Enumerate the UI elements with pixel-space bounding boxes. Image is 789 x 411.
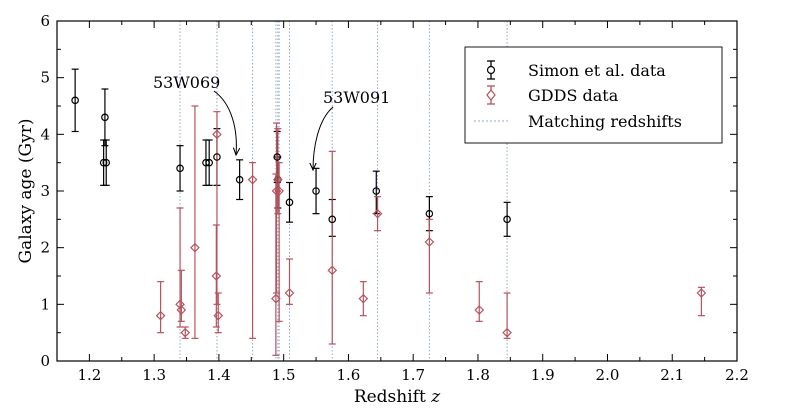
y-tick-label-2: 2 bbox=[40, 239, 50, 257]
simon-point-16 bbox=[503, 215, 511, 224]
matching-redshift-lines bbox=[179, 21, 508, 361]
gdds-errorbar-20 bbox=[697, 286, 705, 317]
gdds-point-15 bbox=[358, 293, 369, 304]
y-tick-label-5: 5 bbox=[40, 69, 50, 87]
gdds-point-19 bbox=[502, 327, 512, 338]
gdds-errorbar-7 bbox=[214, 292, 222, 334]
gdds-point-11 bbox=[272, 174, 283, 185]
gdds-point-12 bbox=[274, 186, 284, 196]
legend: Simon et al. data GDDS data Matching red… bbox=[464, 46, 723, 144]
gdds-errorbar-0 bbox=[157, 281, 165, 334]
gdds-point-3 bbox=[180, 327, 191, 338]
simon-errorbar-2 bbox=[101, 88, 109, 147]
gdds-point-18 bbox=[474, 305, 485, 315]
x-tick-label-6: 1.8 bbox=[466, 366, 490, 384]
simon-point-15 bbox=[425, 209, 434, 218]
simon-point-14 bbox=[372, 187, 381, 195]
legend-label-gdds: GDDS data bbox=[528, 86, 619, 105]
simon-errorbar-12 bbox=[312, 167, 320, 215]
gdds-errorbar-11 bbox=[274, 128, 282, 215]
gdds-point-20 bbox=[696, 288, 707, 298]
simon-point-11 bbox=[285, 198, 294, 207]
legend-circle-marker bbox=[486, 65, 496, 75]
simon-errorbar-8 bbox=[236, 159, 244, 201]
gdds-errorbar-14 bbox=[328, 150, 336, 345]
simon-point-0 bbox=[71, 96, 79, 105]
arrow-53w069 bbox=[213, 90, 236, 155]
x-tick-label-0: 1.2 bbox=[77, 366, 101, 384]
legend-item-gdds: GDDS data bbox=[486, 85, 619, 105]
annotation-53w091: 53W091 bbox=[323, 88, 390, 107]
simon-errorbar-4 bbox=[176, 145, 184, 192]
simon-point-13 bbox=[328, 215, 337, 224]
simon-errorbar-11 bbox=[285, 181, 293, 223]
x-tick-label-10: 2.2 bbox=[725, 366, 749, 384]
x-tick-label-8: 2.0 bbox=[596, 366, 620, 384]
annotations: 53W069 53W091 bbox=[153, 73, 390, 170]
x-axis-title: Redshift z bbox=[354, 387, 441, 407]
gdds-errorbar-8 bbox=[249, 162, 257, 339]
gdds-errorbar-18 bbox=[475, 281, 483, 322]
gdds-point-6 bbox=[212, 129, 222, 140]
gdds-errorbar-17 bbox=[425, 218, 433, 294]
gdds-errorbar-4 bbox=[191, 105, 199, 339]
gdds-point-7 bbox=[213, 310, 224, 321]
legend-item-matching: Matching redshifts bbox=[474, 112, 682, 131]
simon-point-7 bbox=[213, 153, 221, 161]
simon-errorbar-3 bbox=[102, 139, 110, 186]
gdds-point-0 bbox=[155, 310, 166, 321]
legend-label-simon: Simon et al. data bbox=[528, 61, 666, 80]
gdds-point-8 bbox=[247, 174, 258, 185]
x-tick-label-2: 1.4 bbox=[207, 366, 231, 384]
y-axis-title: Galaxy age (Gyr) bbox=[16, 119, 36, 264]
y-tick-label-1: 1 bbox=[40, 295, 50, 313]
gdds-point-2 bbox=[176, 305, 187, 315]
simon-point-9 bbox=[273, 153, 281, 161]
axis-ticks bbox=[56, 20, 738, 362]
y-tick-label-3: 3 bbox=[40, 182, 50, 200]
legend-item-simon: Simon et al. data bbox=[486, 60, 666, 80]
gdds-point-10 bbox=[271, 186, 282, 196]
markers bbox=[71, 96, 707, 338]
x-tick-label-5: 1.7 bbox=[401, 366, 425, 384]
gdds-point-13 bbox=[284, 288, 295, 298]
gdds-errorbar-2 bbox=[177, 269, 185, 322]
simon-errorbar-16 bbox=[503, 201, 511, 237]
gdds-point-4 bbox=[190, 242, 200, 253]
simon-point-2 bbox=[101, 113, 109, 122]
x-tick-label-7: 1.9 bbox=[531, 366, 555, 384]
gdds-point-1 bbox=[175, 299, 185, 310]
arrow-53w091 bbox=[313, 106, 334, 170]
legend-diamond-marker bbox=[486, 89, 496, 101]
simon-point-8 bbox=[235, 175, 244, 184]
x-tick-label-3: 1.5 bbox=[272, 366, 296, 384]
simon-point-3 bbox=[102, 158, 111, 167]
gdds-point-14 bbox=[327, 265, 338, 276]
simon-errorbar-0 bbox=[71, 68, 79, 133]
gdds-errorbar-16 bbox=[374, 196, 382, 232]
gdds-point-16 bbox=[372, 208, 383, 219]
axis-tick-labels: 1.2 1.3 1.4 1.5 1.6 1.7 1.8 1.9 2.0 2.1 2.2 0 1 2 3 4 5 6 bbox=[40, 12, 748, 384]
gdds-errorbar-15 bbox=[359, 281, 367, 317]
y-tick-label-6: 6 bbox=[40, 12, 50, 30]
annotation-53w069: 53W069 bbox=[153, 73, 220, 92]
gdds-point-17 bbox=[424, 237, 435, 247]
simon-point-6 bbox=[205, 158, 213, 167]
legend-box bbox=[464, 46, 723, 144]
simon-point-1 bbox=[99, 158, 108, 167]
simon-point-5 bbox=[202, 158, 210, 167]
y-tick-label-4: 4 bbox=[40, 125, 50, 143]
y-tick-label-0: 0 bbox=[40, 352, 50, 370]
gdds-point-9 bbox=[271, 293, 281, 304]
errorbars bbox=[71, 68, 705, 356]
legend-label-matching: Matching redshifts bbox=[528, 112, 682, 131]
gdds-point-5 bbox=[211, 271, 222, 281]
x-tick-label-1: 1.3 bbox=[142, 366, 166, 384]
simon-point-4 bbox=[176, 164, 184, 173]
gdds-errorbar-19 bbox=[503, 292, 511, 339]
simon-point-12 bbox=[312, 187, 320, 195]
x-tick-label-9: 2.1 bbox=[660, 366, 684, 384]
x-tick-label-4: 1.6 bbox=[336, 366, 360, 384]
